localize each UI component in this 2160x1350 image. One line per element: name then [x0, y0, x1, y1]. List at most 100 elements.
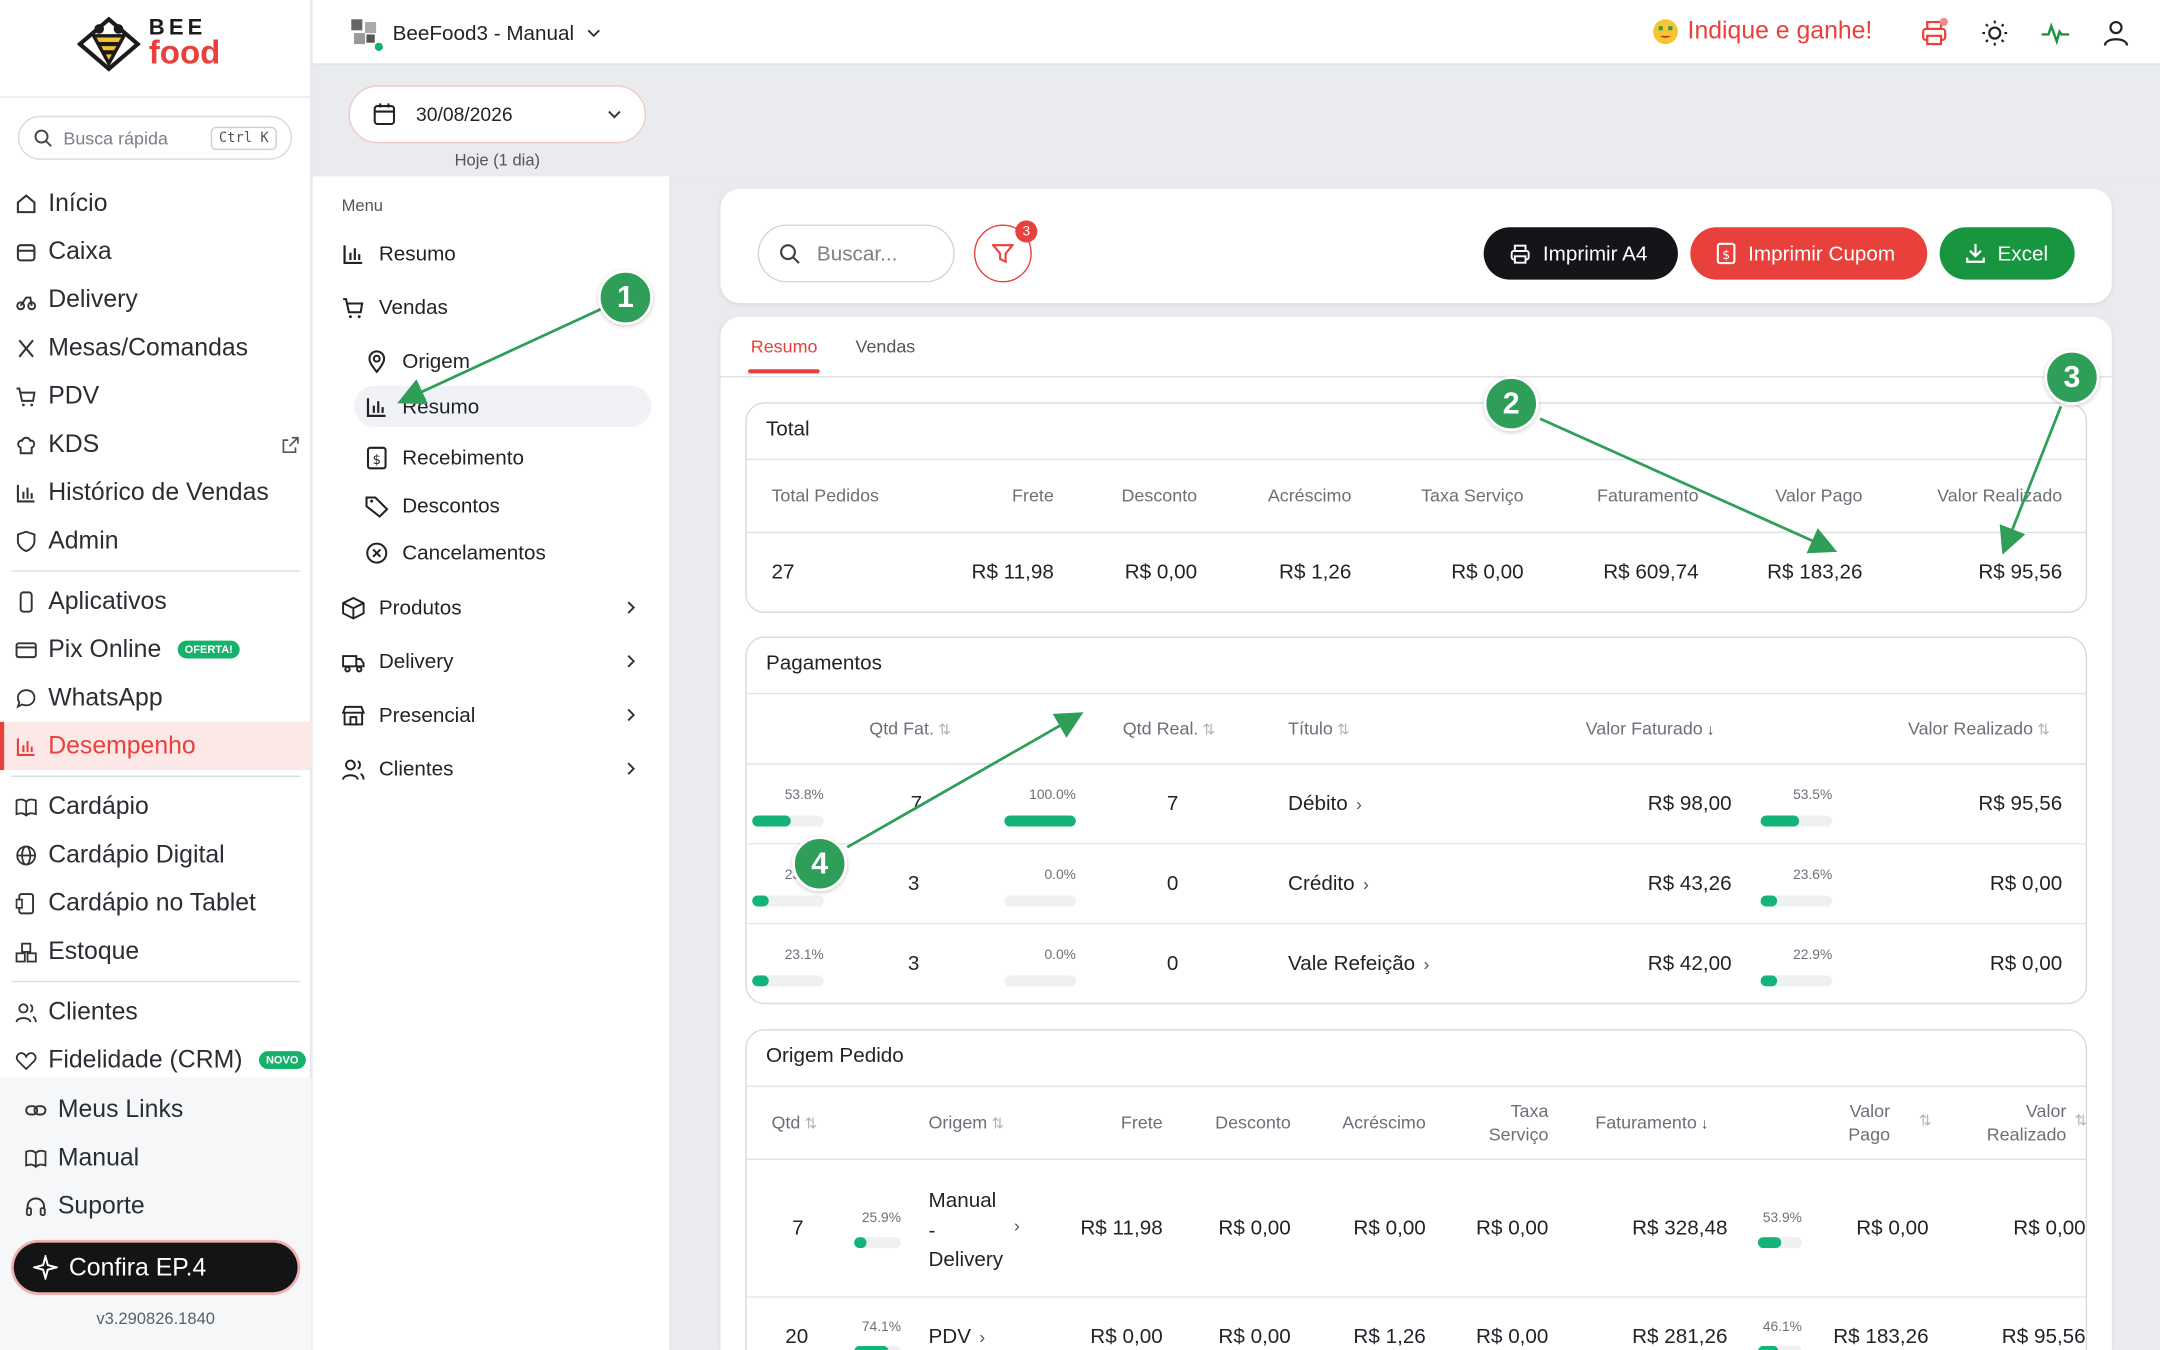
header-line: Valor — [2025, 1100, 2067, 1122]
nav-label: PDV — [48, 381, 100, 410]
menu-clientes[interactable]: Clientes — [342, 748, 640, 789]
menu-label: Delivery — [378, 649, 454, 673]
nav-whatsapp[interactable]: WhatsApp — [0, 674, 311, 722]
user-icon[interactable] — [2101, 18, 2131, 48]
titulo-link[interactable]: Crédito › — [1288, 872, 1369, 895]
annotation-marker-3: 3 — [2044, 349, 2100, 406]
col-qtd-real[interactable]: Qtd Real. ⇅ — [1123, 718, 1215, 739]
origem-link[interactable]: Manual - Delivery — [929, 1186, 1004, 1275]
col-valor-realizado[interactable]: Valor Realizado ⇅ — [1908, 718, 2050, 739]
col-origem[interactable]: Origem ⇅ — [929, 1112, 1005, 1133]
acrescimo-value: R$ 1,26 — [1279, 560, 1352, 585]
col-valor-faturado[interactable]: Valor Faturado ↓ — [1586, 718, 1715, 739]
date-picker[interactable]: 30/08/2026 — [348, 85, 647, 144]
progress-bar — [1757, 1345, 1802, 1350]
valor-pago-value: R$ 0,00 — [1856, 1216, 1929, 1240]
col-qtd-fat[interactable]: Qtd Fat. ⇅ — [869, 718, 951, 739]
print-cupom-button[interactable]: $ Imprimir Cupom — [1690, 227, 1928, 280]
nav-inicio[interactable]: Início — [0, 179, 311, 227]
menu-produtos[interactable]: Produtos — [342, 587, 640, 628]
nav-label: Pix Online — [48, 635, 162, 663]
printer-icon — [1510, 244, 1530, 263]
filter-count-badge: 3 — [1015, 220, 1038, 243]
nav-label: Fidelidade (CRM) — [48, 1045, 243, 1074]
titulo-link[interactable]: Débito › — [1288, 792, 1362, 815]
activity-icon[interactable] — [2040, 18, 2070, 48]
search-input[interactable]: Buscar... — [757, 224, 955, 283]
filter-button[interactable]: 3 — [973, 220, 1038, 283]
external-link-icon[interactable] — [281, 435, 300, 454]
print-a4-button[interactable]: Imprimir A4 — [1483, 227, 1678, 280]
store-name: BeeFood3 - Manual — [392, 21, 575, 45]
header-label: Valor Faturado — [1585, 717, 1703, 739]
new-badge: NOVO — [259, 1051, 306, 1070]
printer-icon[interactable] — [1919, 17, 1949, 48]
logo[interactable]: BEE food — [77, 16, 220, 72]
nav-manual[interactable]: Manual — [0, 1134, 311, 1182]
book-open-icon — [15, 797, 37, 817]
confira-button[interactable]: Confira EP.4 — [13, 1242, 298, 1293]
menu-presencial[interactable]: Presencial — [341, 694, 640, 735]
origem-link[interactable]: PDV › — [929, 1325, 986, 1348]
nav-estoque[interactable]: Estoque — [0, 927, 311, 975]
menu-delivery[interactable]: Delivery — [342, 641, 640, 682]
nav-mesas[interactable]: Mesas/Comandas — [0, 324, 311, 372]
smartphone-icon — [19, 590, 33, 612]
pct-label: 53.5% — [1793, 787, 1833, 804]
nav-kds[interactable]: KDS — [0, 420, 311, 468]
nav-historico[interactable]: Histórico de Vendas — [0, 468, 311, 516]
menu-resumo-selected[interactable]: Resumo — [354, 385, 652, 428]
chevron-right-icon[interactable]: › — [1013, 1215, 1020, 1236]
nav-caixa[interactable]: Caixa — [0, 227, 311, 275]
search-icon — [779, 244, 800, 264]
nav-aplicativos[interactable]: Aplicativos — [0, 577, 311, 625]
tab-vendas[interactable]: Vendas — [855, 336, 916, 357]
titulo-link[interactable]: Vale Refeição › — [1288, 952, 1429, 975]
col-qtd[interactable]: Qtd ⇅ — [771, 1112, 817, 1133]
divider — [746, 763, 2086, 765]
tab-resumo[interactable]: Resumo — [748, 336, 821, 374]
nav-cardapio-digital[interactable]: Cardápio Digital — [0, 831, 311, 879]
menu-cancelamentos[interactable]: Cancelamentos — [365, 532, 546, 573]
col-valor-realizado[interactable]: Valor Realizado — [1959, 1099, 2067, 1146]
nav-suporte[interactable]: Suporte — [0, 1182, 311, 1230]
valor-faturado-value: R$ 43,26 — [1647, 872, 1732, 896]
nav-pdv[interactable]: PDV — [0, 372, 311, 420]
menu-resumo[interactable]: Resumo — [342, 233, 456, 274]
valor-realizado-value: R$ 0,00 — [1989, 872, 2063, 896]
progress-fill — [1757, 1237, 1782, 1249]
referral-label: Indique e ganhe! — [1687, 16, 1873, 45]
menu-vendas[interactable]: Vendas — [342, 287, 448, 328]
nav-admin[interactable]: Admin — [0, 517, 311, 565]
nav-delivery[interactable]: Delivery — [0, 276, 311, 324]
excel-button[interactable]: Excel — [1939, 227, 2075, 280]
nav-meus-links[interactable]: Meus Links — [0, 1086, 311, 1134]
col-desconto: Desconto — [1215, 1111, 1291, 1133]
quick-search-input[interactable]: Busca rápida Ctrl K — [17, 115, 293, 160]
menu-label: Vendas — [378, 295, 448, 319]
sun-icon[interactable] — [1980, 18, 2010, 48]
menu-recebimento[interactable]: $ Recebimento — [365, 437, 524, 478]
nav-pix[interactable]: Pix Online OFERTA! — [0, 625, 311, 673]
tablet-icon — [15, 892, 35, 914]
pct-label: 22.9% — [1793, 947, 1833, 963]
money-face-icon — [1653, 18, 1678, 44]
nav-cardapio-tablet[interactable]: Cardápio no Tablet — [0, 879, 311, 927]
nav-clientes[interactable]: Clientes — [0, 988, 311, 1036]
nav-cardapio[interactable]: Cardápio — [0, 782, 311, 830]
menu-origem[interactable]: Origem — [365, 340, 470, 381]
sort-icon: ⇅ — [2037, 721, 2050, 739]
chevron-right-icon — [627, 601, 636, 614]
col-valor-pago[interactable]: Valor Pago — [1794, 1099, 1890, 1146]
store-selector[interactable]: BeeFood3 - Manual — [349, 17, 602, 53]
chevron-right-icon — [627, 708, 636, 722]
progress-bar — [1760, 895, 1833, 907]
referral-link[interactable]: Indique e ganhe! — [1652, 16, 1873, 46]
col-titulo[interactable]: Título ⇅ — [1288, 718, 1350, 739]
menu-descontos[interactable]: Descontos — [365, 485, 500, 526]
nav-fidelidade[interactable]: Fidelidade (CRM) NOVO — [0, 1036, 311, 1084]
col-faturamento[interactable]: Faturamento ↓ — [1595, 1112, 1708, 1133]
chevron-right-icon: › — [1356, 793, 1363, 815]
print-cupom-label: Imprimir Cupom — [1748, 241, 1896, 266]
nav-desempenho[interactable]: Desempenho — [0, 721, 312, 771]
